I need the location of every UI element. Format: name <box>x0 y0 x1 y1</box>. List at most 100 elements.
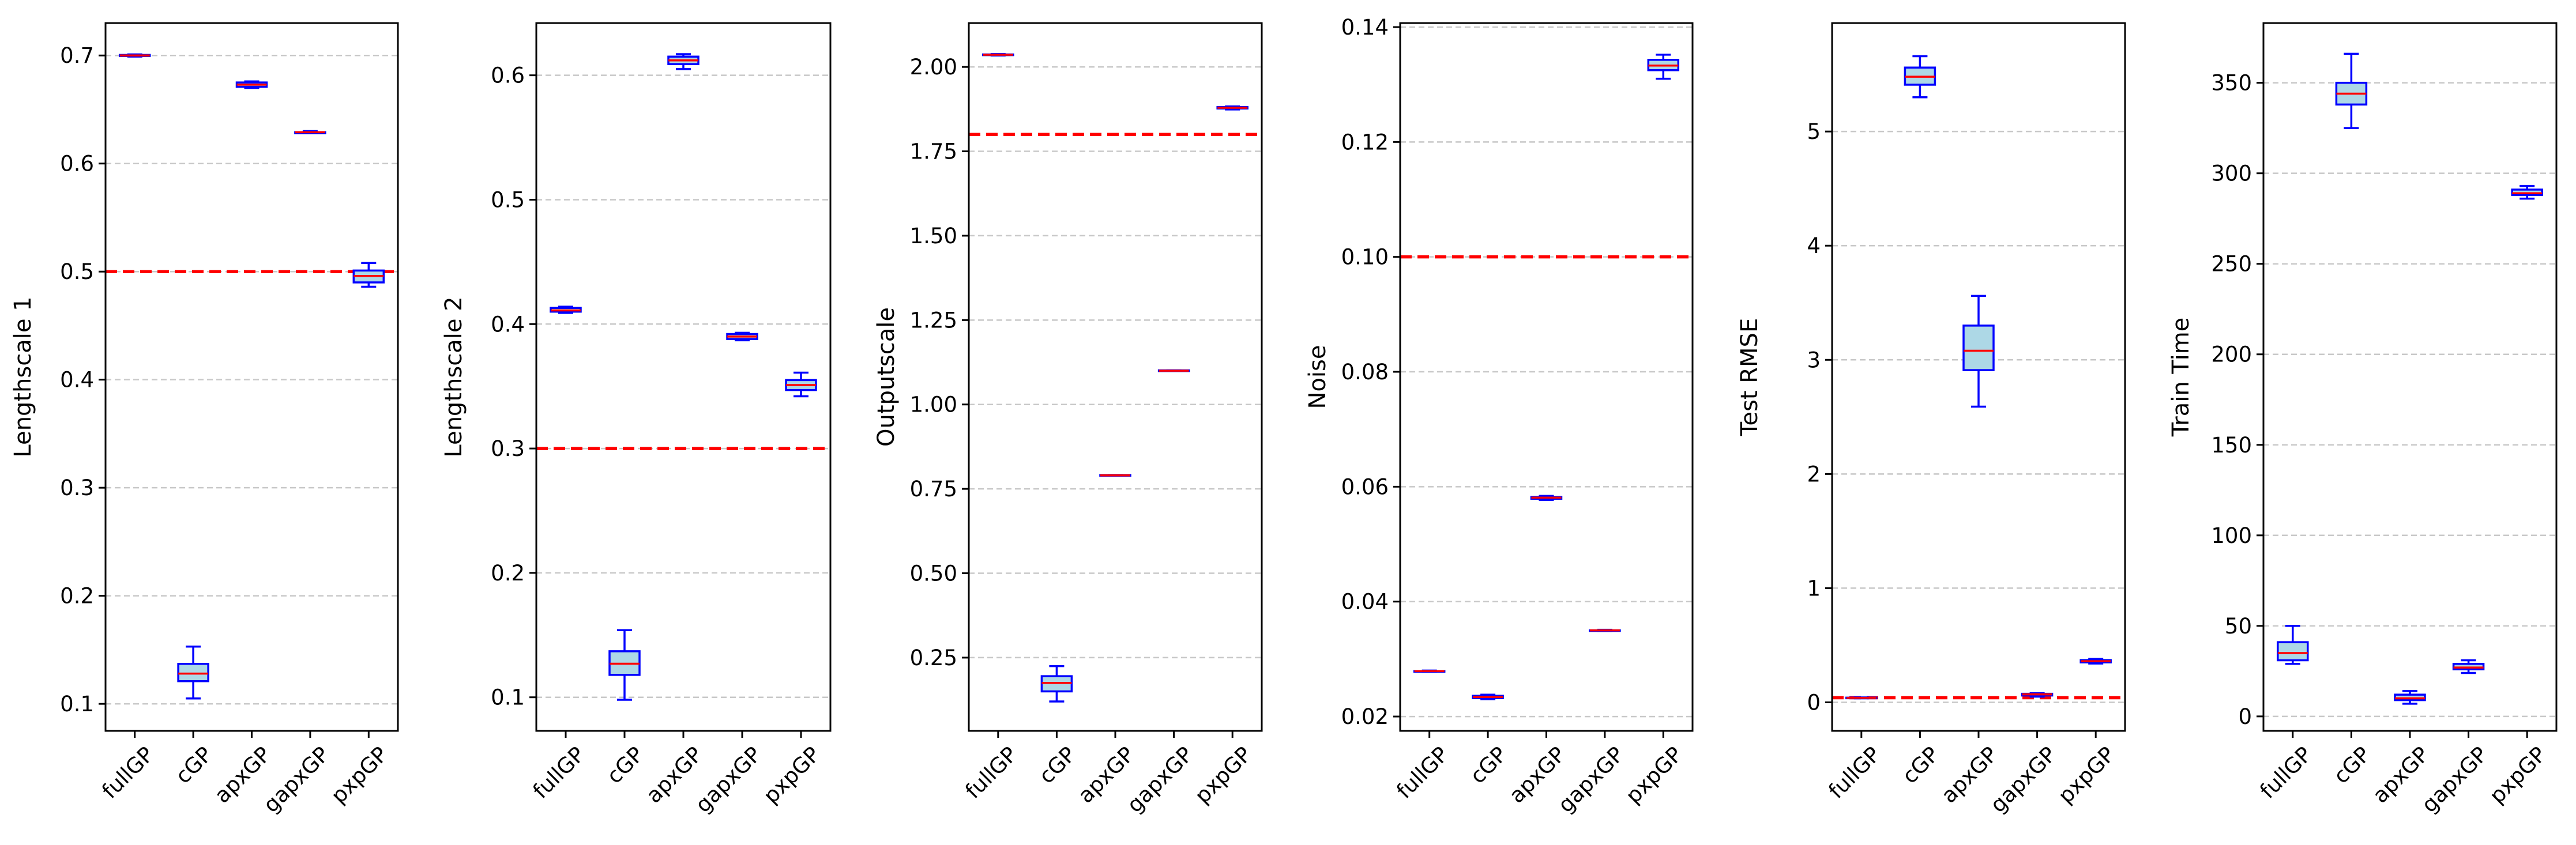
chart-panel: 0.25 0.50 0.75 1.00 1.25 1.50 1.75 2.00 fullGP cG… <box>873 22 1263 817</box>
y-tick-label: 0.5 <box>491 187 525 212</box>
x-tick-label: pxpGP <box>1621 742 1687 808</box>
y-tick-label: 50 <box>2225 614 2252 639</box>
x-tick-label: pxpGP <box>2485 742 2551 808</box>
y-tick-label: 150 <box>2211 433 2252 458</box>
y-tick-label: 0.08 <box>1341 360 1389 384</box>
axes-frame <box>1399 22 1694 732</box>
y-axis-label: Noise <box>1304 345 1331 409</box>
x-tick-label: cGP <box>1897 742 1944 789</box>
box-fullGP <box>982 53 1014 56</box>
x-tick-label: fullGP <box>97 742 159 803</box>
box-cGP <box>1040 665 1073 703</box>
box-cGP <box>2335 52 2368 129</box>
y-tick-label: 0.25 <box>910 646 957 670</box>
x-tick-label: cGP <box>1034 742 1081 789</box>
y-tick-label: 1.75 <box>910 139 957 164</box>
axes-frame <box>104 22 399 732</box>
y-tick-label: 4 <box>1807 233 1821 258</box>
y-tick-label: 0.1 <box>491 685 525 710</box>
box-gapxGP <box>2452 659 2485 674</box>
box-pxpGP <box>1216 105 1248 111</box>
x-tick-label: pxpGP <box>758 742 825 808</box>
y-tick-label: 0.04 <box>1341 590 1389 614</box>
y-tick-label: 0.2 <box>491 561 525 586</box>
box-fullGP <box>2277 625 2309 665</box>
box-apxGP <box>1099 474 1131 477</box>
y-tick-label: 0.12 <box>1341 130 1389 154</box>
x-tick-label: gapxGP <box>1553 742 1629 817</box>
y-tick-label: 0.10 <box>1341 245 1389 270</box>
y-tick-label: 100 <box>2211 523 2252 548</box>
box-fullGP <box>1413 669 1446 673</box>
y-tick-label: 3 <box>1807 348 1821 372</box>
axes-frame <box>968 22 1263 732</box>
y-tick-label: 0.5 <box>60 259 94 284</box>
x-tick-label: fullGP <box>528 742 590 803</box>
box-apxGP <box>1530 495 1563 501</box>
x-tick-label: pxpGP <box>1190 742 1257 808</box>
y-tick-label: 0.4 <box>491 312 525 337</box>
y-tick-label: 0.14 <box>1341 15 1389 40</box>
y-tick-label: 0 <box>2238 704 2252 729</box>
y-tick-label: 0.7 <box>60 43 94 68</box>
y-tick-label: 0.1 <box>60 692 94 716</box>
y-tick-label: 1.00 <box>910 393 957 417</box>
box-apxGP <box>2394 690 2426 705</box>
x-tick-label: cGP <box>602 742 649 789</box>
y-tick-label: 2 <box>1807 462 1821 486</box>
box-cGP <box>608 629 641 701</box>
box-fullGP <box>1845 696 1878 700</box>
x-tick-label: gapxGP <box>2417 742 2492 817</box>
y-axis-label: Train Time <box>2168 318 2194 437</box>
x-tick-label: fullGP <box>961 742 1022 803</box>
y-tick-label: 1 <box>1807 576 1821 601</box>
box-gapxGP <box>2021 692 2054 698</box>
y-tick-label: 2.00 <box>910 55 957 80</box>
x-tick-label: pxpGP <box>326 742 393 808</box>
y-tick-label: 1.50 <box>910 224 957 248</box>
y-tick-label: 250 <box>2211 252 2252 277</box>
y-tick-label: 0.2 <box>60 584 94 609</box>
box-pxpGP <box>785 371 817 398</box>
x-tick-label: cGP <box>171 742 217 789</box>
x-tick-label: gapxGP <box>1122 742 1198 817</box>
y-tick-label: 0.50 <box>910 561 957 586</box>
y-tick-label: 0.6 <box>60 152 94 176</box>
iqr-box <box>1962 325 1995 371</box>
x-tick-label: gapxGP <box>690 742 766 817</box>
y-tick-label: 350 <box>2211 71 2252 96</box>
box-apxGP <box>235 80 268 89</box>
y-tick-label: 0.6 <box>491 63 525 88</box>
y-axis-label: Lengthscale 1 <box>10 296 36 457</box>
y-axis-label: Outputscale <box>873 307 900 447</box>
iqr-box <box>177 663 209 682</box>
box-pxpGP <box>2079 658 2112 665</box>
box-cGP <box>1904 55 1936 99</box>
box-fullGP <box>118 53 151 58</box>
x-tick-label: cGP <box>2329 742 2375 789</box>
x-tick-label: fullGP <box>2255 742 2317 803</box>
x-tick-label: pxpGP <box>2054 742 2120 808</box>
axes-frame <box>535 22 832 732</box>
box-apxGP <box>667 53 700 70</box>
y-tick-label: 0 <box>1807 690 1821 715</box>
box-pxpGP <box>352 262 385 288</box>
y-tick-label: 0.3 <box>60 476 94 500</box>
x-tick-label: gapxGP <box>1985 742 2061 817</box>
iqr-box <box>2277 641 2309 662</box>
y-axis-label: Lengthscale 2 <box>441 296 467 457</box>
box-fullGP <box>550 305 582 314</box>
box-cGP <box>177 646 209 700</box>
y-tick-label: 0.02 <box>1341 704 1389 729</box>
axes-frame <box>2262 22 2558 732</box>
box-cGP <box>1472 693 1504 700</box>
x-tick-label: fullGP <box>1824 742 1886 803</box>
box-pxpGP <box>2511 184 2543 200</box>
y-tick-label: 1.25 <box>910 308 957 333</box>
